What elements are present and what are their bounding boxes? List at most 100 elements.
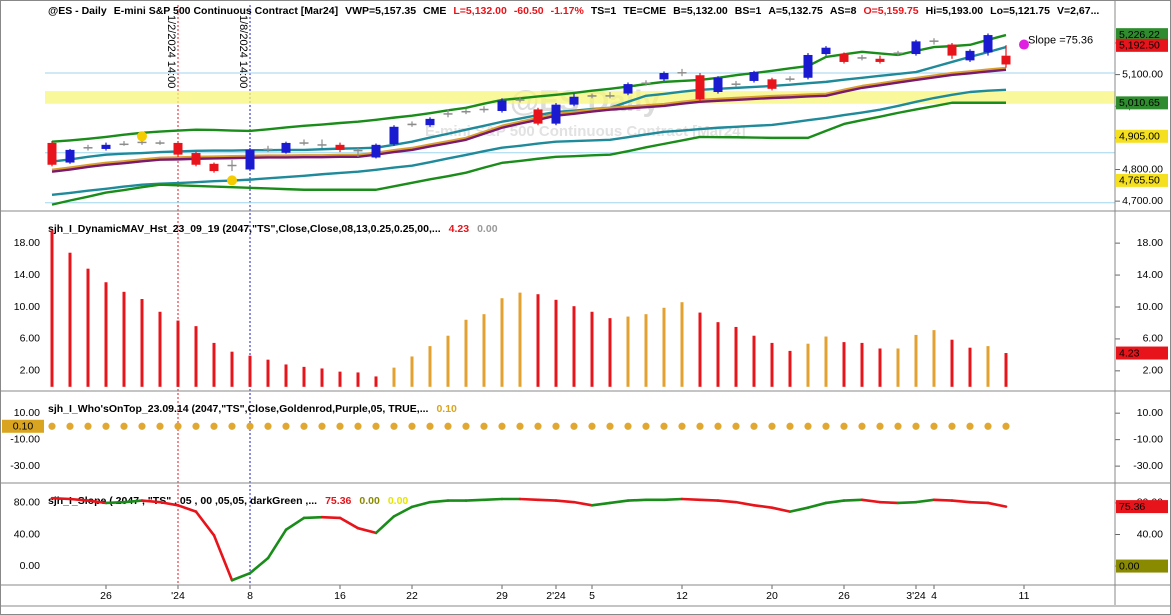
candle-body <box>83 147 93 149</box>
value-tag <box>1116 38 1168 52</box>
dot <box>174 422 182 430</box>
x-tick-label: 22 <box>406 590 418 602</box>
x-tick-label: 16 <box>334 590 346 602</box>
slope-segment <box>140 499 162 504</box>
value-tag-label: 0.10 <box>13 421 34 433</box>
y-tick-label-left: -10.00 <box>10 433 40 445</box>
dot <box>606 422 614 430</box>
slope-segment <box>230 571 252 582</box>
candle-body <box>425 118 435 126</box>
slope-segment <box>842 498 864 502</box>
slope-segment <box>536 498 558 502</box>
candle-body <box>173 142 183 155</box>
histogram-bar <box>860 342 864 387</box>
slope-segment <box>104 500 126 505</box>
candle-body <box>65 149 75 163</box>
dot <box>552 422 560 430</box>
dot <box>66 422 74 430</box>
dot <box>822 422 830 430</box>
candle-body <box>569 96 579 105</box>
histogram-bar <box>320 368 324 387</box>
candle-body <box>551 104 561 124</box>
indicator-name: sjh_I_DynamicMAV_Hst_23_09_19 (2047,"TS"… <box>48 223 441 235</box>
dot <box>840 422 848 430</box>
candle-body <box>695 75 705 100</box>
header-item: BS=1 <box>735 5 762 17</box>
zone <box>45 91 1115 104</box>
dot <box>462 422 470 430</box>
candle-body <box>821 47 831 55</box>
slope-segment <box>284 516 306 532</box>
y-tick-label: 4,700.00 <box>1122 195 1163 207</box>
histogram-bar <box>428 346 432 387</box>
slope-segment <box>896 500 918 505</box>
candle-body <box>515 99 525 101</box>
dot <box>156 422 164 430</box>
y-tick-label-left: -30.00 <box>10 460 40 472</box>
x-tick-label: 20 <box>766 590 778 602</box>
candle-body <box>155 142 165 144</box>
histogram-bar <box>986 346 990 387</box>
x-tick-label: 26 <box>100 590 112 602</box>
histogram-bar <box>968 347 972 387</box>
candle-body <box>839 54 849 62</box>
histogram-bar <box>950 339 954 387</box>
annotation-label: 1/2/2024 14:00 <box>165 15 177 88</box>
band-line <box>51 45 1007 163</box>
dot <box>444 422 452 430</box>
header-item: -1.17% <box>551 5 585 17</box>
y-tick-label: 6.00 <box>1143 333 1164 345</box>
candle-body <box>731 83 741 85</box>
y-tick-label: 5,100.00 <box>1122 68 1163 80</box>
value-tag <box>1116 28 1168 42</box>
band-line <box>51 66 1007 172</box>
candle-body <box>875 58 885 62</box>
histogram-bar <box>626 316 630 387</box>
panel-title: sjh_I_Who'sOnTop_23.09.14 (2047,"TS",Clo… <box>48 403 457 415</box>
value-tag-label: 5,226.22 <box>1119 29 1160 41</box>
candle-body <box>641 82 651 85</box>
slope-segment <box>122 499 144 504</box>
annotation-label: 1/8/2024 14:00 <box>237 15 249 88</box>
header: @ES - Daily E-mini S&P 500 Continuous Con… <box>48 5 1099 17</box>
header-item: Hi=5,193.00 <box>926 5 984 17</box>
dot <box>192 422 200 430</box>
dot <box>714 422 722 430</box>
slope-segment <box>770 506 792 513</box>
dot <box>786 422 794 430</box>
slope-segment <box>464 498 486 502</box>
histogram-bar <box>212 342 216 387</box>
candle-body <box>677 72 687 74</box>
readout: 0.00 <box>477 223 498 235</box>
dot <box>336 422 344 430</box>
dot <box>498 422 506 430</box>
histogram-bar <box>392 367 396 387</box>
dot <box>642 422 650 430</box>
dot <box>282 422 290 430</box>
band-line <box>51 33 1007 143</box>
dot <box>804 422 812 430</box>
slope-segment <box>482 497 504 502</box>
readout: 75.36 <box>325 495 351 507</box>
dot <box>48 422 56 430</box>
x-tick-label: 8 <box>247 590 253 602</box>
slope-segment <box>752 504 774 509</box>
y-tick-label: 40.00 <box>1137 528 1163 540</box>
candle-body <box>263 148 273 151</box>
marker <box>137 131 147 142</box>
slope-segment <box>410 500 432 509</box>
histogram-bar <box>572 306 576 387</box>
candle-body <box>713 77 723 92</box>
header-item: E-mini S&P 500 Continuous Contract [Mar2… <box>114 5 338 17</box>
dot <box>138 422 146 430</box>
slope-segment <box>986 501 1008 508</box>
dot <box>84 422 92 430</box>
header-item: VWP=5,157.35 <box>345 5 416 17</box>
slope-segment <box>608 499 630 505</box>
histogram-bar <box>104 282 108 387</box>
candle-body <box>335 144 345 150</box>
histogram-bar <box>878 348 882 387</box>
candle-body <box>605 95 615 97</box>
histogram-bar <box>464 319 468 387</box>
